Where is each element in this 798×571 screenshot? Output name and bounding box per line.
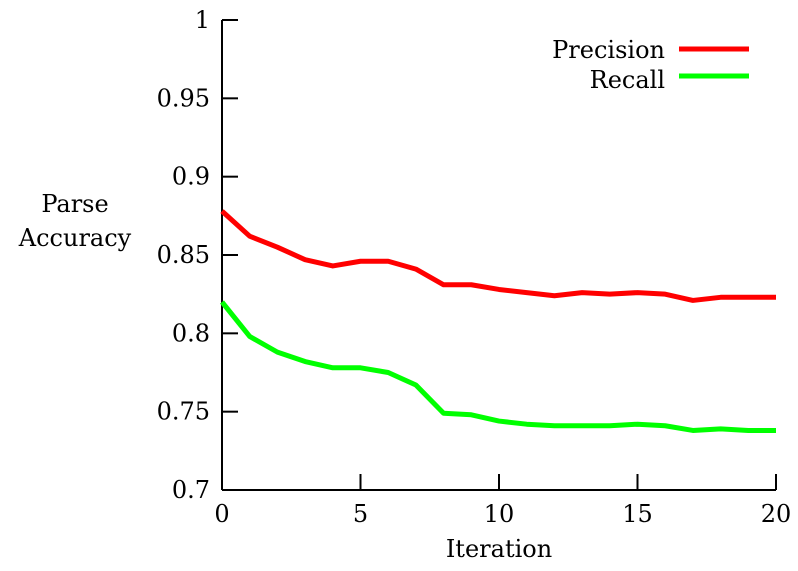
- legend: Precision Recall: [552, 36, 749, 94]
- y-tick-label: 0.95: [157, 84, 210, 112]
- x-tick-label: 10: [484, 500, 515, 528]
- y-tick-label: 0.8: [172, 319, 210, 347]
- legend-label-precision: Precision: [552, 36, 665, 64]
- y-tick-label: 0.85: [157, 241, 210, 269]
- y-tick-label: 0.75: [157, 398, 210, 426]
- y-axis-label-line-2: Accuracy: [18, 224, 132, 252]
- x-tick-label: 5: [353, 500, 368, 528]
- x-ticks: 0 5 10 15 20: [214, 474, 791, 528]
- legend-label-recall: Recall: [590, 66, 665, 94]
- y-ticks: 0.7 0.75 0.8 0.85 0.9 0.95 1: [157, 6, 238, 504]
- x-tick-label: 15: [622, 500, 653, 528]
- x-tick-label: 20: [761, 500, 792, 528]
- x-axis-label: Iteration: [446, 535, 552, 563]
- axis-labels: Iteration Parse Accuracy: [18, 190, 552, 563]
- series-line-recall: [220, 300, 776, 433]
- y-tick-label: 0.9: [172, 163, 210, 191]
- y-tick-label: 1: [195, 6, 210, 34]
- series-lines: [220, 209, 776, 433]
- y-axis-label-line-1: Parse: [41, 190, 108, 218]
- series-line-precision: [220, 209, 776, 303]
- x-tick-label: 0: [214, 500, 229, 528]
- y-tick-label: 0.7: [172, 476, 210, 504]
